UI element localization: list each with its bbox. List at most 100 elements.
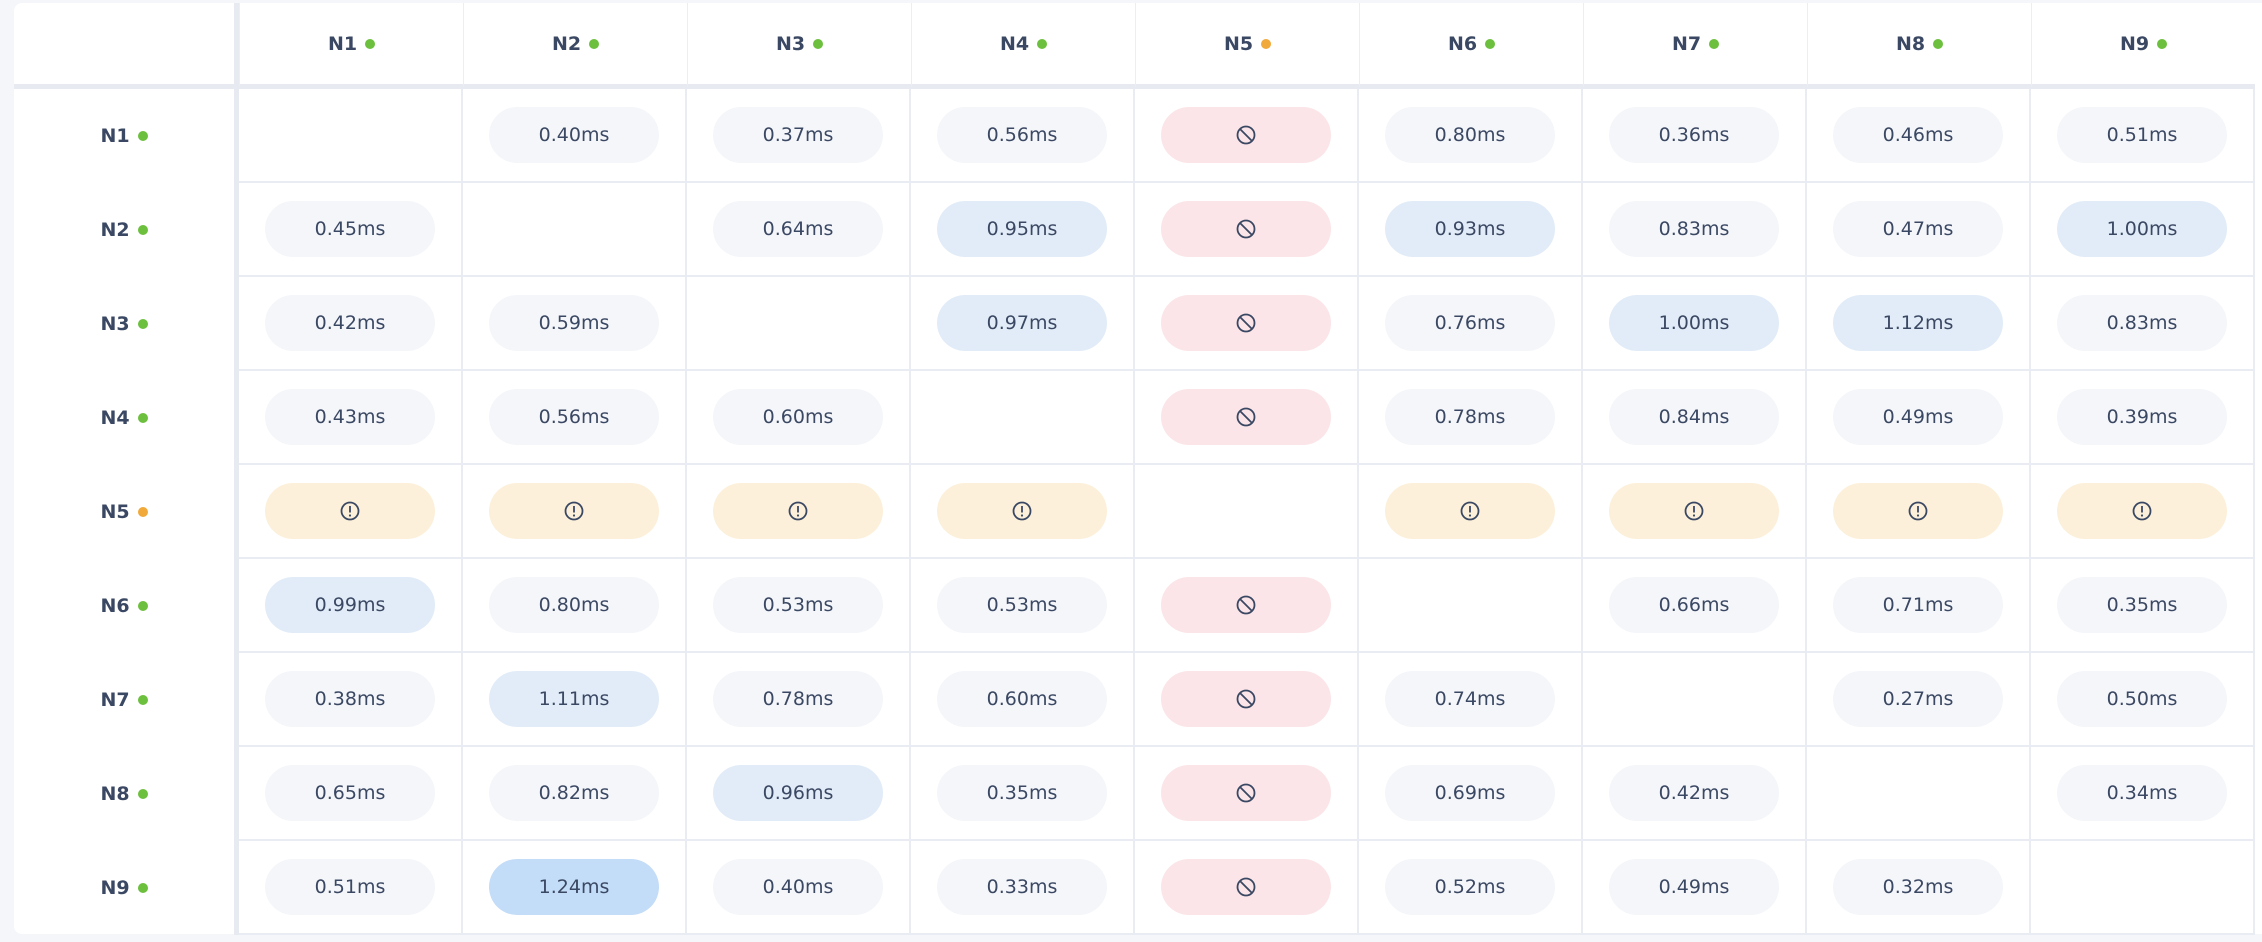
latency-pill[interactable]: 0.49ms — [1609, 859, 1779, 915]
latency-pill[interactable]: 0.78ms — [713, 671, 883, 727]
status-dot-online — [2157, 38, 2168, 49]
latency-pill[interactable]: 0.52ms — [1385, 859, 1555, 915]
latency-pill[interactable]: 0.99ms — [265, 577, 435, 633]
latency-pill[interactable]: 0.56ms — [489, 389, 659, 445]
matrix-cell: 0.64ms — [687, 183, 911, 277]
latency-pill[interactable]: 0.49ms — [1833, 389, 2003, 445]
blocked-pill[interactable] — [1161, 671, 1331, 727]
latency-pill[interactable]: 0.65ms — [265, 765, 435, 821]
latency-pill[interactable]: 0.82ms — [489, 765, 659, 821]
latency-pill[interactable]: 0.97ms — [937, 295, 1107, 351]
latency-pill[interactable]: 0.27ms — [1833, 671, 2003, 727]
latency-pill[interactable]: 0.35ms — [2057, 577, 2227, 633]
latency-pill[interactable]: 0.42ms — [1609, 765, 1779, 821]
latency-pill[interactable]: 0.53ms — [713, 577, 883, 633]
blocked-pill[interactable] — [1161, 295, 1331, 351]
latency-matrix: N1 N2 N3 N4 N5 N6 N7 N8 N9 N1 0.40ms 0.37ms 0.56ms 0.… — [14, 3, 2262, 935]
matrix-cell — [463, 183, 687, 277]
latency-pill[interactable]: 0.84ms — [1609, 389, 1779, 445]
latency-pill[interactable]: 0.43ms — [265, 389, 435, 445]
warning-pill[interactable] — [1385, 483, 1555, 539]
latency-pill[interactable]: 0.69ms — [1385, 765, 1555, 821]
latency-pill[interactable]: 0.76ms — [1385, 295, 1555, 351]
status-dot-online — [1933, 38, 1944, 49]
node-label: N8 — [100, 783, 130, 805]
latency-pill[interactable]: 0.47ms — [1833, 201, 2003, 257]
status-dot-online — [137, 131, 148, 141]
warning-pill[interactable] — [1833, 483, 2003, 539]
blocked-pill[interactable] — [1161, 577, 1331, 633]
latency-pill[interactable]: 1.11ms — [489, 671, 659, 727]
latency-pill[interactable]: 0.66ms — [1609, 577, 1779, 633]
blocked-pill[interactable] — [1161, 859, 1331, 915]
matrix-cell: 0.71ms — [1807, 559, 2031, 653]
status-dot-online — [137, 695, 148, 705]
latency-pill[interactable]: 0.33ms — [937, 859, 1107, 915]
latency-pill[interactable]: 0.51ms — [2057, 107, 2227, 163]
latency-pill[interactable]: 0.74ms — [1385, 671, 1555, 727]
row-header-n4: N4 — [14, 371, 239, 465]
warning-pill[interactable] — [265, 483, 435, 539]
latency-pill[interactable]: 0.64ms — [713, 201, 883, 257]
latency-pill[interactable]: 0.45ms — [265, 201, 435, 257]
latency-pill[interactable]: 0.60ms — [937, 671, 1107, 727]
latency-pill[interactable]: 0.34ms — [2057, 765, 2227, 821]
matrix-cell: 1.12ms — [1807, 277, 2031, 371]
matrix-cell — [1807, 747, 2031, 841]
latency-pill[interactable]: 0.71ms — [1833, 577, 2003, 633]
latency-pill[interactable]: 0.53ms — [937, 577, 1107, 633]
corner-cell — [14, 3, 239, 89]
matrix-cell: 0.34ms — [2031, 747, 2255, 841]
column-header-n4: N4 — [911, 3, 1135, 89]
warning-pill[interactable] — [1609, 483, 1779, 539]
latency-pill[interactable]: 0.40ms — [713, 859, 883, 915]
status-dot-online — [365, 38, 376, 49]
latency-pill[interactable]: 0.80ms — [489, 577, 659, 633]
blocked-pill[interactable] — [1161, 201, 1331, 257]
node-label: N6 — [100, 595, 130, 617]
latency-pill[interactable]: 0.80ms — [1385, 107, 1555, 163]
blocked-pill[interactable] — [1161, 389, 1331, 445]
row-header-n3: N3 — [14, 277, 239, 371]
latency-pill[interactable]: 0.46ms — [1833, 107, 2003, 163]
matrix-cell: 0.80ms — [463, 559, 687, 653]
latency-pill[interactable]: 0.93ms — [1385, 201, 1555, 257]
latency-pill[interactable]: 1.12ms — [1833, 295, 2003, 351]
warning-pill[interactable] — [489, 483, 659, 539]
latency-pill[interactable]: 0.56ms — [937, 107, 1107, 163]
latency-pill[interactable]: 0.38ms — [265, 671, 435, 727]
latency-pill[interactable]: 0.60ms — [713, 389, 883, 445]
column-header-n1: N1 — [239, 3, 463, 89]
latency-pill[interactable]: 0.50ms — [2057, 671, 2227, 727]
matrix-cell — [1135, 277, 1359, 371]
row-header-n9: N9 — [14, 841, 239, 935]
column-header-n2: N2 — [463, 3, 687, 89]
latency-pill[interactable]: 0.35ms — [937, 765, 1107, 821]
latency-pill[interactable]: 0.59ms — [489, 295, 659, 351]
latency-pill[interactable]: 0.96ms — [713, 765, 883, 821]
matrix-cell: 0.93ms — [1359, 183, 1583, 277]
blocked-pill[interactable] — [1161, 765, 1331, 821]
latency-pill[interactable]: 0.78ms — [1385, 389, 1555, 445]
latency-pill[interactable]: 1.00ms — [1609, 295, 1779, 351]
blocked-icon — [1235, 406, 1257, 428]
matrix-cell: 0.66ms — [1583, 559, 1807, 653]
latency-pill[interactable]: 1.24ms — [489, 859, 659, 915]
latency-pill[interactable]: 0.37ms — [713, 107, 883, 163]
latency-pill[interactable]: 0.39ms — [2057, 389, 2227, 445]
node-label: N4 — [999, 32, 1030, 55]
latency-pill[interactable]: 0.36ms — [1609, 107, 1779, 163]
latency-pill[interactable]: 0.51ms — [265, 859, 435, 915]
latency-pill[interactable]: 0.83ms — [2057, 295, 2227, 351]
latency-pill[interactable]: 0.32ms — [1833, 859, 2003, 915]
warning-pill[interactable] — [937, 483, 1107, 539]
latency-pill[interactable]: 0.42ms — [265, 295, 435, 351]
blocked-icon — [1235, 876, 1257, 898]
warning-pill[interactable] — [2057, 483, 2227, 539]
latency-pill[interactable]: 0.95ms — [937, 201, 1107, 257]
latency-pill[interactable]: 1.00ms — [2057, 201, 2227, 257]
blocked-pill[interactable] — [1161, 107, 1331, 163]
warning-pill[interactable] — [713, 483, 883, 539]
latency-pill[interactable]: 0.83ms — [1609, 201, 1779, 257]
latency-pill[interactable]: 0.40ms — [489, 107, 659, 163]
